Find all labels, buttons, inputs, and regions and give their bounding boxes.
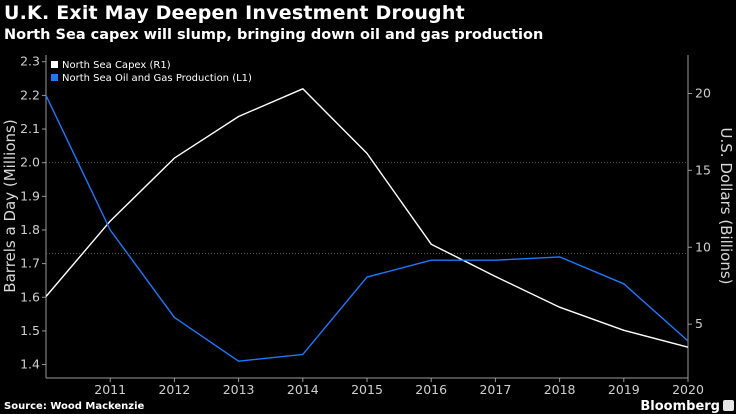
right-axis-label: U.S. Dollars (Billions)	[717, 128, 735, 285]
x-tick-label-2017: 2017	[479, 382, 511, 397]
left-tick-label-2.0: 2.0	[20, 155, 40, 170]
x-tick-label-2020: 2020	[672, 382, 704, 397]
left-axis-label: Barrels a Day (Millions)	[1, 119, 19, 292]
left-tick-label-1.9: 1.9	[20, 188, 40, 203]
bloomberg-logo: Bloomberg	[640, 399, 720, 414]
x-tick-label-2012: 2012	[158, 382, 190, 397]
x-tick-label-2019: 2019	[608, 382, 640, 397]
legend-swatch-capex	[51, 61, 58, 68]
x-axis-ticks: 2011 2012 2013 2014 2015 2016 2017 2018 2019 2020	[94, 378, 704, 397]
right-tick-label-20: 20	[695, 85, 711, 100]
legend-label-capex: North Sea Capex (R1)	[62, 60, 171, 71]
legend-label-production: North Sea Oil and Gas Production (L1)	[62, 73, 252, 84]
source-note: Source: Wood Mackenzie	[4, 401, 145, 412]
left-tick-label-1.7: 1.7	[20, 256, 40, 271]
right-axis-ticks: 20 15 10 5	[688, 85, 711, 331]
x-tick-label-2013: 2013	[223, 382, 255, 397]
gridlines	[46, 162, 688, 255]
left-tick-label-1.8: 1.8	[20, 222, 40, 237]
left-tick-label-2.3: 2.3	[20, 54, 40, 69]
left-tick-label-1.6: 1.6	[20, 289, 40, 304]
left-tick-label-1.4: 1.4	[20, 357, 40, 372]
series-lines	[45, 88, 689, 362]
right-tick-label-15: 15	[695, 162, 711, 177]
left-tick-label-2.2: 2.2	[20, 87, 40, 102]
x-tick-label-2011: 2011	[94, 382, 126, 397]
legend: North Sea Capex (R1) North Sea Oil and G…	[51, 60, 252, 84]
x-tick-label-2015: 2015	[351, 382, 383, 397]
production-line	[45, 95, 689, 362]
x-tick-label-2016: 2016	[415, 382, 447, 397]
left-tick-label-1.5: 1.5	[20, 323, 40, 338]
x-tick-label-2018: 2018	[544, 382, 576, 397]
legend-swatch-production	[51, 74, 58, 81]
right-tick-label-5: 5	[695, 316, 703, 331]
left-tick-label-2.1: 2.1	[20, 121, 40, 136]
x-tick-label-2014: 2014	[287, 382, 319, 397]
left-axis-ticks: 2.3 2.2 2.1 2.0 1.9 1.8 1.7 1.6 1.5 1.4	[20, 54, 46, 372]
axes	[45, 55, 689, 379]
right-tick-label-10: 10	[695, 239, 711, 254]
bloomberg-logo-icon	[723, 400, 734, 411]
chart-subtitle: North Sea capex will slump, bringing dow…	[4, 27, 544, 43]
capex-line	[45, 88, 689, 348]
chart-title: U.K. Exit May Deepen Investment Drought	[4, 2, 465, 24]
